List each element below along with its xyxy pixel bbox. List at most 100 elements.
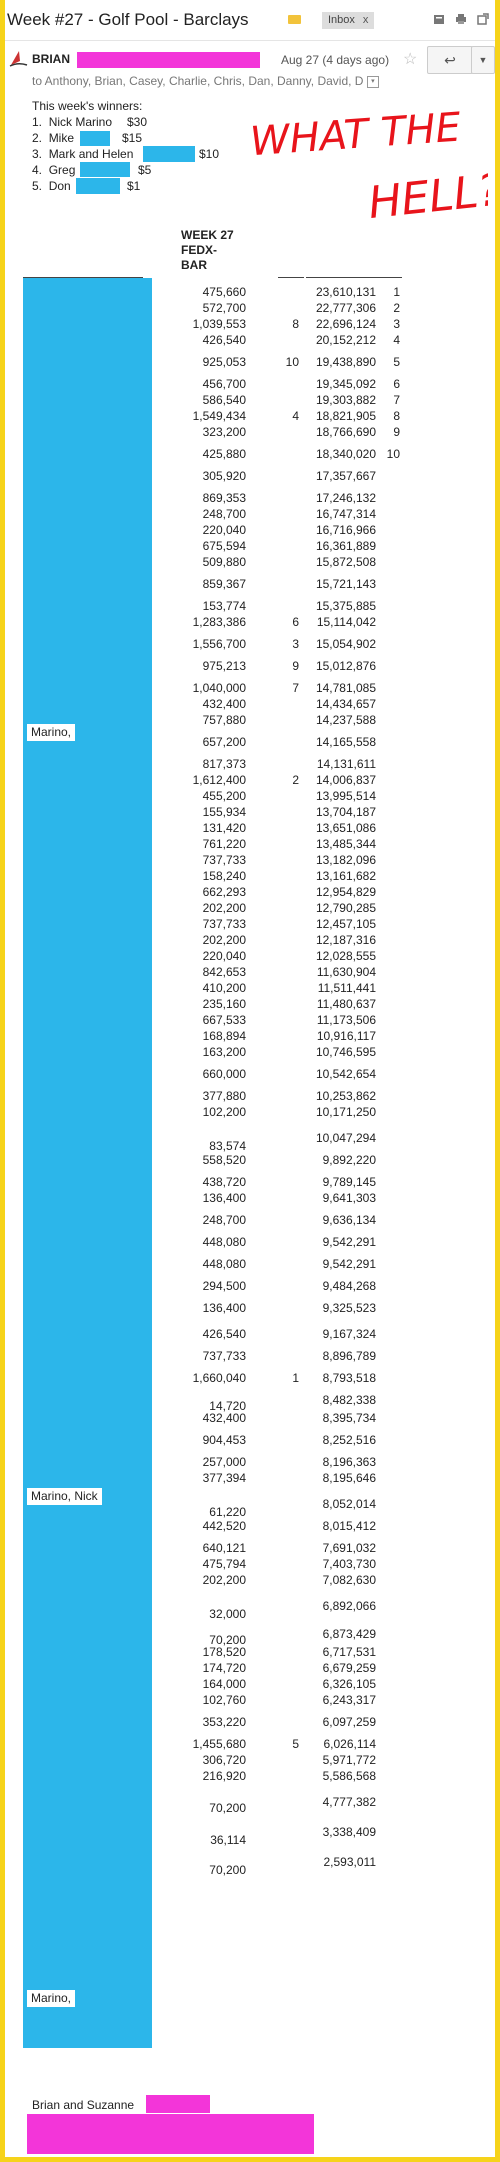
expand-recipients-icon[interactable]: ▾ <box>366 75 379 88</box>
season-total-cell: 18,821,905 <box>315 409 376 423</box>
week-rank-cell: 1 <box>292 1371 299 1385</box>
week-earnings-cell: 456,700 <box>202 377 246 391</box>
season-total-cell: 12,954,829 <box>315 885 376 899</box>
week-earnings-cell: 657,200 <box>202 735 246 749</box>
overall-rank-cell: 9 <box>393 425 400 439</box>
season-total-cell: 14,165,558 <box>315 735 376 749</box>
season-total-cell: 20,152,212 <box>315 333 376 347</box>
email-subject: Week #27 - Golf Pool - Barclays <box>7 10 249 29</box>
season-total-cell: 6,026,114 <box>323 1737 377 1751</box>
week-rank-cell: 8 <box>292 317 299 331</box>
week-earnings-cell: 248,700 <box>202 507 246 521</box>
inbox-label-chip[interactable]: Inbox x <box>322 12 375 29</box>
season-total-cell: 4,777,382 <box>322 1795 376 1809</box>
winner-item: 4. Greg <box>32 163 76 177</box>
week-earnings-cell: 323,200 <box>202 425 246 439</box>
week-earnings-cell: 438,720 <box>202 1175 246 1189</box>
week-earnings-cell: 294,500 <box>202 1279 246 1293</box>
week-earnings-cell: 136,400 <box>202 1191 246 1205</box>
reply-button[interactable]: ↩ <box>427 46 473 74</box>
season-total-cell: 11,511,441 <box>317 981 376 995</box>
season-total-cell: 5,586,568 <box>322 1769 376 1783</box>
week-earnings-cell: 235,160 <box>202 997 246 1011</box>
remove-label-icon[interactable]: x <box>362 14 369 26</box>
season-total-cell: 18,340,020 <box>315 447 376 461</box>
tag-icon[interactable] <box>288 15 301 24</box>
week-earnings-cell: 1,660,040 <box>192 1371 246 1385</box>
redacted-winner-name <box>143 146 195 162</box>
season-total-cell: 13,161,682 <box>315 869 376 883</box>
season-total-cell: 13,704,187 <box>315 805 376 819</box>
season-total-cell: 10,542,654 <box>315 1067 376 1081</box>
column-header: WEEK 27 FEDX- BAR <box>181 228 234 272</box>
sender-avatar-icon[interactable] <box>7 47 29 69</box>
season-total-cell: 16,716,966 <box>315 523 376 537</box>
season-total-cell: 3,338,409 <box>322 1825 376 1839</box>
week-earnings-cell: 306,720 <box>202 1753 246 1767</box>
winner-item: 5. Don <box>32 179 71 193</box>
week-earnings-cell: 202,200 <box>202 933 246 947</box>
season-total-cell: 22,777,306 <box>315 301 376 315</box>
winner-item: 3. Mark and Helen <box>32 147 134 161</box>
week-rank-cell: 9 <box>292 659 299 673</box>
week-earnings-cell: 178,520 <box>202 1645 246 1659</box>
overall-rank-cell: 10 <box>386 447 400 461</box>
recipients-line[interactable]: to Anthony, Brian, Casey, Charlie, Chris… <box>32 74 379 88</box>
season-total-cell: 16,747,314 <box>315 507 376 521</box>
season-total-cell: 17,246,132 <box>315 491 376 505</box>
table-header-divider <box>306 277 402 278</box>
winner-item: 1. Nick Marino <box>32 115 113 129</box>
week-earnings-cell: 475,660 <box>202 285 246 299</box>
week-earnings-cell: 660,000 <box>202 1067 246 1081</box>
season-total-cell: 2,593,011 <box>323 1855 377 1869</box>
season-total-cell: 15,114,042 <box>316 615 376 629</box>
season-total-cell: 16,361,889 <box>315 539 376 553</box>
week-earnings-cell: 426,540 <box>202 333 246 347</box>
week-earnings-cell: 572,700 <box>202 301 246 315</box>
season-total-cell: 8,195,646 <box>322 1471 376 1485</box>
redacted-signature <box>146 2095 210 2113</box>
new-window-icon[interactable] <box>476 13 489 26</box>
week-rank-cell: 7 <box>292 681 299 695</box>
season-total-cell: 10,916,117 <box>316 1029 376 1043</box>
redacted-winner-name <box>80 162 130 177</box>
overall-rank-cell: 4 <box>393 333 400 347</box>
season-total-cell: 7,403,730 <box>322 1557 376 1571</box>
week-earnings-cell: 216,920 <box>202 1769 246 1783</box>
season-total-cell: 14,131,611 <box>316 757 376 771</box>
overall-rank-cell: 3 <box>393 317 400 331</box>
season-total-cell: 19,345,092 <box>315 377 376 391</box>
sender-name[interactable]: BRIAN <box>32 52 70 66</box>
print-icon[interactable] <box>454 13 467 26</box>
week-earnings-cell: 164,000 <box>202 1677 246 1691</box>
season-total-cell: 8,196,363 <box>322 1455 376 1469</box>
season-total-cell: 9,789,145 <box>322 1175 376 1189</box>
week-earnings-cell: 432,400 <box>202 697 246 711</box>
overall-rank-cell: 5 <box>393 355 400 369</box>
week-earnings-cell: 153,774 <box>202 599 246 613</box>
week-earnings-cell: 61,220 <box>209 1505 246 1519</box>
archive-icon[interactable] <box>432 13 445 26</box>
season-total-cell: 9,484,268 <box>322 1279 376 1293</box>
player-name-chip: Marino, <box>27 1990 76 2007</box>
week-earnings-cell: 163,200 <box>202 1045 246 1059</box>
winner-item: 2. Mike <box>32 131 75 145</box>
recipients-text: to Anthony, Brian, Casey, Charlie, Chris… <box>32 74 364 88</box>
table-header-divider <box>23 277 143 278</box>
season-total-cell: 6,243,317 <box>322 1693 376 1707</box>
season-total-cell: 9,542,291 <box>322 1257 376 1271</box>
week-earnings-cell: 410,200 <box>202 981 246 995</box>
week-earnings-cell: 1,039,553 <box>192 317 246 331</box>
season-total-cell: 8,793,518 <box>322 1371 376 1385</box>
player-name-chip: Marino, Nick <box>27 1488 102 1505</box>
more-actions-button[interactable]: ▼ <box>471 46 495 74</box>
season-total-cell: 12,187,316 <box>315 933 376 947</box>
overall-rank-cell: 6 <box>393 377 400 391</box>
week-earnings-cell: 1,612,400 <box>192 773 246 787</box>
season-total-cell: 13,485,344 <box>315 837 376 851</box>
player-name-chip: Marino, <box>27 724 76 741</box>
season-total-cell: 7,082,630 <box>322 1573 376 1587</box>
frame-left-border <box>0 0 5 2162</box>
star-icon[interactable]: ☆ <box>403 51 418 68</box>
handwritten-annotation: WHAT THE HELL? <box>249 105 488 230</box>
